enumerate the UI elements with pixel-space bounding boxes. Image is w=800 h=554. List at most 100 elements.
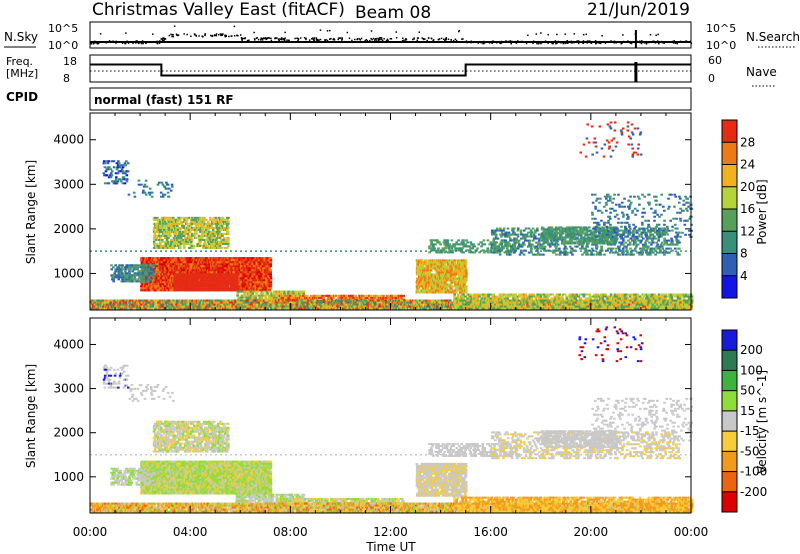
power-cell <box>362 295 365 297</box>
power-cell <box>124 280 127 282</box>
nsky-point <box>466 40 468 42</box>
power-cell <box>124 172 127 174</box>
power-cell <box>216 231 219 233</box>
nsky-point <box>412 39 414 41</box>
power-cell <box>145 180 148 182</box>
nsky-point <box>320 29 322 31</box>
nsky-point <box>560 42 562 44</box>
power-cell <box>423 289 426 291</box>
nsky-point <box>97 43 99 45</box>
power-cell <box>322 297 325 299</box>
nsky-point <box>327 40 329 42</box>
power-cell <box>270 281 273 283</box>
power-cell <box>455 279 458 281</box>
power-cell <box>447 259 450 261</box>
power-cell <box>151 192 154 194</box>
power-cell <box>156 217 159 219</box>
power-cell <box>179 229 182 231</box>
power-cell <box>432 292 435 294</box>
nsky-point <box>157 41 159 43</box>
power-cell <box>195 219 198 221</box>
power-cell <box>455 281 458 283</box>
power-cell <box>124 162 127 164</box>
power-cell <box>156 237 159 239</box>
nsky-point <box>387 40 389 42</box>
power-cell <box>163 229 166 231</box>
nave-tick-bottom: 0 <box>708 72 715 85</box>
nsky-point <box>443 38 445 40</box>
power-cell <box>441 287 444 289</box>
power-cell <box>256 291 259 293</box>
nsky-point <box>630 42 632 44</box>
power-cell <box>454 261 457 263</box>
power-cell <box>219 243 222 245</box>
nsky-point <box>608 41 610 43</box>
power-cell <box>197 225 200 227</box>
power-cell <box>227 227 230 229</box>
power-cell <box>154 233 157 235</box>
power-cell <box>208 223 211 225</box>
nsky-point <box>489 42 491 44</box>
power-cell <box>425 285 428 287</box>
power-cell <box>165 235 168 237</box>
nsky-point <box>194 34 196 36</box>
nsky-point <box>621 43 623 45</box>
power-cell <box>213 235 216 237</box>
power-cell <box>156 243 159 245</box>
nsky-point <box>658 43 660 45</box>
power-cell <box>429 271 432 273</box>
nsky-point <box>297 40 299 42</box>
nsky-point <box>532 42 534 44</box>
power-cell <box>117 180 120 182</box>
nsky-point <box>125 32 127 34</box>
nsky-point <box>222 33 224 35</box>
nsky-point <box>378 40 380 42</box>
power-cell <box>332 297 335 299</box>
power-cell <box>215 239 218 241</box>
power-cell <box>352 297 355 299</box>
nsky-point <box>505 40 507 42</box>
power-cell <box>117 172 120 174</box>
nsky-point <box>159 42 161 44</box>
nsky-point <box>244 38 246 40</box>
nsky-point <box>204 33 206 35</box>
nsky-point <box>379 39 381 41</box>
nsky-point <box>367 40 369 42</box>
nsky-point <box>405 39 407 41</box>
nsky-point <box>424 38 426 40</box>
nsky-point <box>383 38 385 40</box>
power-cell <box>146 186 149 188</box>
nsky-point <box>474 41 476 43</box>
power-cell <box>292 295 295 297</box>
nsky-point <box>578 43 580 45</box>
power-cell <box>152 276 155 278</box>
power-cell <box>302 293 305 295</box>
power-cell <box>206 231 209 233</box>
nsky-point <box>281 37 283 39</box>
power-cell <box>151 274 154 276</box>
power-cell <box>204 241 207 243</box>
power-cell <box>107 168 110 170</box>
power-cell <box>213 227 216 229</box>
nsky-point <box>304 37 306 39</box>
power-cell <box>186 219 189 221</box>
power-cell <box>434 267 437 269</box>
nsky-point <box>587 40 589 42</box>
nsky-label: N.Sky <box>4 30 38 44</box>
nsky-point <box>212 35 214 37</box>
nsky-point <box>403 40 405 42</box>
power-cell <box>168 188 171 190</box>
power-cell <box>220 229 223 231</box>
power-cell <box>226 229 229 231</box>
nsky-point <box>627 41 629 43</box>
power-cell <box>169 233 172 235</box>
power-cell <box>155 263 158 265</box>
nsky-point <box>657 34 659 36</box>
nsky-point <box>164 39 166 41</box>
power-cell <box>170 243 173 245</box>
power-cell <box>389 297 392 299</box>
power-cell <box>270 259 273 261</box>
power-heatmap <box>90 121 693 309</box>
power-cell <box>161 241 164 243</box>
power-cell <box>458 289 461 291</box>
